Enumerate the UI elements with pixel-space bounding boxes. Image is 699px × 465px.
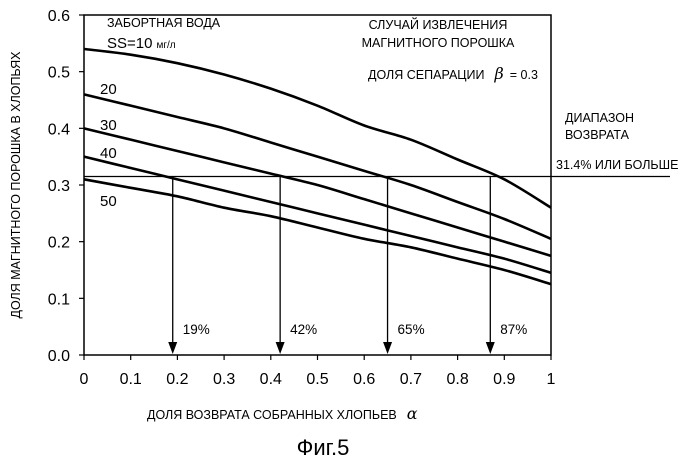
x-tick-label: 0 — [80, 371, 89, 388]
y-tick-label: 0.5 — [48, 65, 70, 82]
y-tick-label: 0.3 — [48, 178, 70, 195]
x-tick-label: 0.1 — [120, 371, 142, 388]
arrow-head — [383, 342, 392, 354]
x-axis-ticks: 0 0.1 0.2 0.3 0.4 0.5 0.6 0.7 0.8 0.9 1 — [80, 355, 556, 388]
x-tick-label: 0.8 — [446, 371, 468, 388]
series-line-3 — [84, 157, 551, 273]
y-tick-label: 0.6 — [48, 8, 70, 25]
arrow-label: 65% — [398, 322, 425, 337]
arrow-head — [486, 342, 495, 354]
x-tick-label: 1 — [547, 371, 556, 388]
case-label-line2: МАГНИТНОГО ПОРОШКА — [362, 36, 515, 50]
arrow-head — [168, 342, 177, 354]
separation-label: ДОЛЯ СЕПАРАЦИИ β = 0.3 — [368, 64, 538, 83]
series-line-1 — [84, 94, 551, 239]
y-tick-label: 0.4 — [48, 121, 70, 138]
y-axis-title: ДОЛЯ МАГНИТНОГО ПОРОШКА В ХЛОПЬЯХ — [9, 51, 23, 319]
x-axis-title-text: ДОЛЯ ВОЗВРАТА СОБРАННЫХ ХЛОПЬЕВ — [147, 408, 397, 422]
x-tick-label: 0.2 — [166, 371, 188, 388]
x-tick-label: 0.3 — [213, 371, 235, 388]
separation-beta: β — [494, 64, 504, 83]
x-axis-title-symbol: α — [407, 404, 418, 423]
x-tick-label: 0.4 — [260, 371, 282, 388]
range-label-line1: ДИАПАЗОН — [565, 111, 634, 125]
threshold-label: 31.4% ИЛИ БОЛЬШЕ — [556, 158, 678, 172]
figure-caption: Фиг.5 — [297, 435, 350, 460]
arrow-label: 42% — [290, 322, 317, 337]
x-tick-label: 0.5 — [306, 371, 328, 388]
series-label-20: 20 — [100, 81, 117, 98]
arrow-markers: 19% 42% 65% 87% — [168, 177, 527, 355]
arrow-label: 19% — [183, 322, 210, 337]
range-label-line2: ВОЗВРАТА — [565, 128, 630, 142]
x-tick-label: 0.6 — [353, 371, 375, 388]
ss-label: SS=10 мг/л — [107, 35, 176, 52]
y-tick-label: 0.0 — [48, 348, 70, 365]
series-lines — [84, 49, 551, 284]
series-label-40: 40 — [100, 145, 117, 162]
series-label-30: 30 — [100, 117, 117, 134]
x-axis-title: ДОЛЯ ВОЗВРАТА СОБРАННЫХ ХЛОПЬЕВ α — [147, 404, 418, 423]
arrow-label: 87% — [500, 322, 527, 337]
separation-text: ДОЛЯ СЕПАРАЦИИ — [368, 68, 485, 82]
y-tick-label: 0.2 — [48, 235, 70, 252]
case-label-line1: СЛУЧАЙ ИЗВЛЕЧЕНИЯ — [369, 17, 508, 32]
arrow-head — [276, 342, 285, 354]
series-line-4 — [84, 179, 551, 284]
x-tick-label: 0.9 — [493, 371, 515, 388]
series-label-50: 50 — [100, 193, 117, 210]
x-tick-label: 0.7 — [400, 371, 422, 388]
intake-water-label: ЗАБОРТНАЯ ВОДА — [107, 16, 221, 30]
ss-prefix: SS=10 — [107, 35, 152, 52]
ss-unit: мг/л — [156, 40, 175, 51]
separation-value: = 0.3 — [510, 68, 538, 82]
y-axis-ticks: 0.0 0.1 0.2 0.3 0.4 0.5 0.6 — [48, 8, 84, 365]
y-tick-label: 0.1 — [48, 291, 70, 308]
